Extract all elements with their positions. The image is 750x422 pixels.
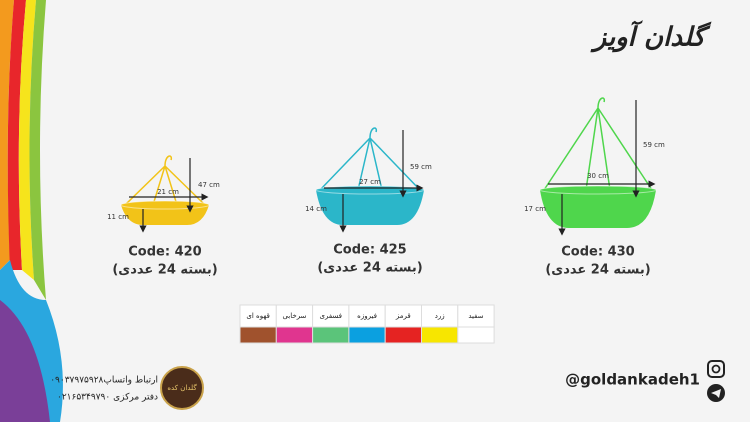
rainbow-decoration bbox=[0, 0, 63, 422]
hanger bbox=[543, 97, 653, 191]
height-label: 59 cm bbox=[410, 163, 432, 171]
color-swatch bbox=[312, 326, 350, 344]
product-code: Code: 420 bbox=[128, 245, 201, 260]
social-handle: @goldankadeh1 bbox=[565, 371, 700, 389]
pot-rim bbox=[315, 185, 425, 195]
color-name: سفید bbox=[468, 312, 483, 320]
color-name: سرخابی bbox=[282, 312, 306, 320]
logo bbox=[160, 366, 204, 410]
pack-size: (بسته 24 عددی) bbox=[317, 261, 422, 276]
pot-rim bbox=[120, 200, 210, 210]
pack-size: (بسته 24 عددی) bbox=[545, 263, 650, 278]
depth-label: 14 cm bbox=[305, 205, 327, 213]
whatsapp: ارتباط واتساپ۰۹۰۳۷۹۷۵۹۲۸ bbox=[50, 376, 158, 386]
height-label: 59 cm bbox=[643, 141, 665, 149]
hanger bbox=[124, 155, 206, 206]
width-label: 30 cm bbox=[587, 172, 609, 180]
color-name: قرمز bbox=[395, 312, 411, 320]
color-swatch bbox=[384, 326, 423, 344]
color-name: زرد bbox=[435, 312, 445, 320]
hanger bbox=[319, 127, 421, 191]
pot bbox=[540, 190, 656, 228]
width-label: 27 cm bbox=[359, 178, 381, 186]
color-swatch bbox=[239, 326, 277, 344]
color-swatch bbox=[348, 326, 386, 344]
title: گلدان آویز bbox=[590, 20, 712, 53]
pot bbox=[316, 190, 424, 225]
color-name: قهوه ای bbox=[246, 312, 270, 320]
pot-rim bbox=[539, 185, 657, 195]
depth-label: 11 cm bbox=[107, 213, 129, 221]
color-swatch bbox=[421, 326, 459, 344]
width-label: 21 cm bbox=[157, 188, 179, 196]
color-name: فیروزه bbox=[357, 312, 377, 320]
office-phone: دفتر مرکزی ۰۲۱۶۵۳۴۹۷۹۰ bbox=[57, 393, 158, 403]
product-code: Code: 430 bbox=[561, 245, 634, 260]
depth-label: 17 cm bbox=[524, 205, 546, 213]
color-name: فسفری bbox=[320, 312, 342, 320]
pack-size: (بسته 24 عددی) bbox=[112, 263, 217, 278]
color-swatch bbox=[457, 326, 495, 344]
color-swatch bbox=[275, 326, 314, 344]
logo-text: گلدان کده bbox=[167, 383, 197, 392]
product-code: Code: 425 bbox=[333, 243, 406, 258]
social-icons bbox=[707, 360, 725, 402]
height-label: 47 cm bbox=[198, 181, 220, 189]
